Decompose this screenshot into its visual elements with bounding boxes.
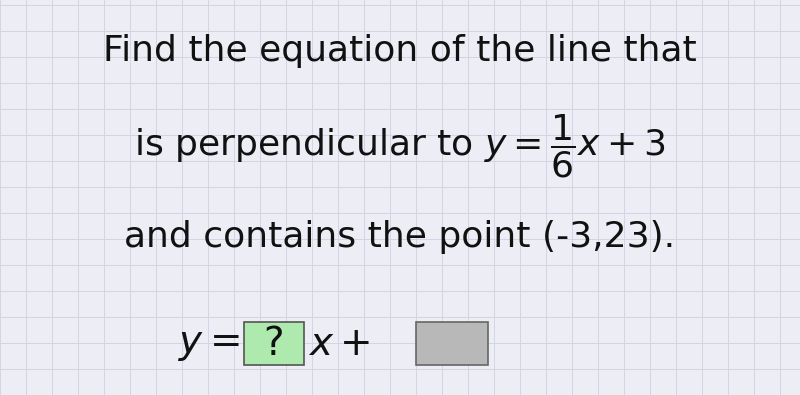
Text: is perpendicular to $y = \dfrac{1}{6}x + 3$: is perpendicular to $y = \dfrac{1}{6}x +… xyxy=(134,113,666,180)
Text: and contains the point (-3,23).: and contains the point (-3,23). xyxy=(125,220,675,254)
Text: $x +$: $x +$ xyxy=(308,325,370,363)
Text: $y = $: $y = $ xyxy=(178,325,240,363)
Text: Find the equation of the line that: Find the equation of the line that xyxy=(103,34,697,68)
Text: ?: ? xyxy=(264,325,284,363)
FancyBboxPatch shape xyxy=(416,322,488,365)
FancyBboxPatch shape xyxy=(244,322,304,365)
